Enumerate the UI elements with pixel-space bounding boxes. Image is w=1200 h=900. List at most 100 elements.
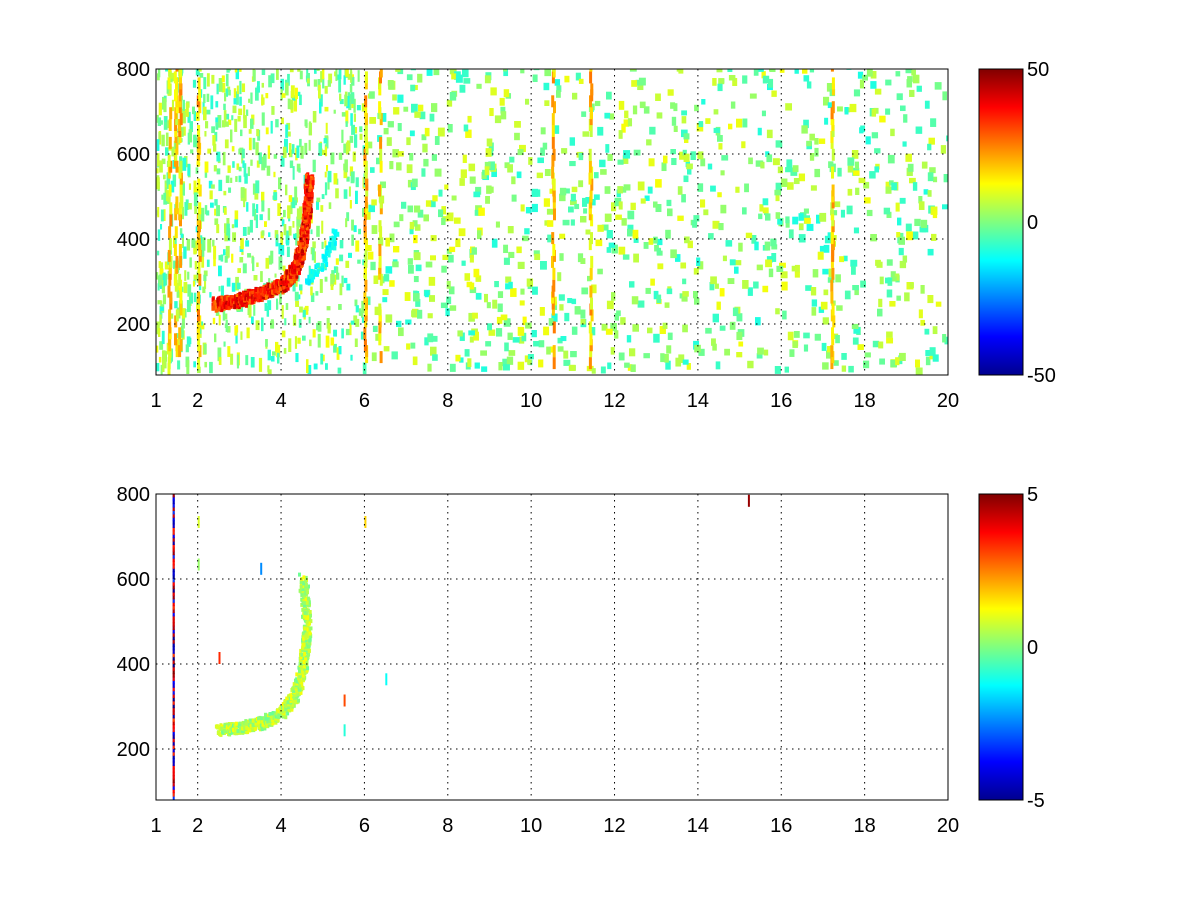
heatmap-cell (385, 314, 393, 323)
heatmap-cell (734, 260, 742, 266)
heatmap-cell (391, 351, 398, 360)
stripe-cell (551, 136, 555, 149)
heatmap-cell (407, 258, 413, 265)
heatmap-cell (316, 225, 320, 237)
heatmap-cell (789, 349, 795, 357)
heatmap-cell (247, 226, 250, 235)
ridge-cell (297, 678, 301, 683)
heatmap-cell (163, 356, 167, 369)
heatmap-cell (580, 258, 586, 264)
heatmap-cell (849, 103, 857, 113)
heatmap-cell (681, 296, 688, 302)
ridge-cell (309, 178, 313, 183)
heatmap-cell (355, 305, 359, 313)
heatmap-cell (601, 323, 608, 331)
heatmap-cell (648, 238, 654, 245)
heatmap-cell (621, 218, 627, 226)
heatmap-cell (886, 337, 894, 344)
heatmap-cell (376, 157, 382, 165)
heatmap-cell (413, 85, 418, 91)
ridge-cell (264, 712, 267, 717)
heatmap-cell (188, 203, 192, 210)
ridge-cell (293, 696, 297, 700)
negative-branch-cell (319, 266, 323, 272)
heatmap-cell (285, 230, 290, 244)
heatmap-cell (841, 353, 847, 360)
heatmap-cell (429, 113, 435, 122)
heatmap-cell (248, 129, 252, 134)
heatmap-cell (905, 153, 912, 162)
heatmap-cell (334, 71, 337, 77)
heatmap-cell (492, 299, 498, 309)
heatmap-cell (528, 157, 533, 165)
heatmap-cell (283, 348, 287, 354)
heatmap-cell (906, 231, 913, 241)
heatmap-cell (183, 246, 187, 259)
ridge-cell (300, 592, 304, 597)
heatmap-cell (616, 310, 621, 317)
stripe-cell (552, 321, 556, 334)
heatmap-cell (292, 277, 296, 292)
heatmap-cell (216, 151, 221, 162)
stripe-cell (590, 255, 594, 268)
negative-branch-cell (320, 266, 324, 272)
heatmap-cell (320, 205, 324, 212)
heatmap-cell (594, 100, 601, 107)
heatmap-cell (879, 115, 886, 123)
stripe-cell (174, 315, 178, 328)
ridge-cell (216, 731, 220, 735)
heatmap-cell (222, 151, 226, 166)
stripe-cell (167, 154, 171, 167)
heatmap-cell (245, 240, 250, 247)
heatmap-cell (236, 163, 240, 170)
heatmap-cell (430, 335, 438, 342)
stripe-cell (168, 69, 172, 72)
heatmap-cell (854, 289, 859, 296)
stripe-cell (831, 77, 835, 90)
heatmap-cell (162, 359, 165, 364)
heatmap-cell (900, 105, 906, 112)
heatmap-cell (288, 143, 292, 157)
stripe-cell (552, 279, 556, 292)
heatmap-cell (503, 244, 509, 254)
heatmap-cell (608, 242, 616, 248)
heatmap-cell (524, 228, 530, 235)
heatmap-cell (225, 113, 230, 120)
stripe-cell (831, 267, 835, 280)
ridge-cell (304, 591, 308, 596)
heatmap-cell (533, 250, 540, 256)
heatmap-cell (623, 119, 630, 127)
heatmap-cell (382, 297, 388, 303)
heatmap-cell (935, 301, 942, 307)
heatmap-cell (256, 129, 260, 137)
heatmap-cell (204, 205, 208, 215)
heatmap-cell (324, 276, 328, 282)
heatmap-cell (313, 251, 316, 263)
heatmap-cell (717, 135, 723, 142)
heatmap-cell (232, 232, 237, 242)
ridge-cell (310, 188, 314, 194)
heatmap-cell (630, 202, 636, 210)
heatmap-cell (667, 89, 674, 96)
stripe-cell (363, 220, 367, 233)
heatmap-cell (313, 363, 318, 370)
heatmap-cell (719, 288, 725, 297)
heatmap-cell (371, 225, 378, 234)
heatmap-cell (556, 90, 561, 98)
heatmap-cell (345, 142, 350, 155)
y-tick-label: 800 (117, 59, 150, 81)
heatmap-cell (923, 189, 929, 195)
heatmap-cell (349, 166, 354, 176)
ridge-cell (301, 607, 305, 612)
heatmap-cell (763, 349, 769, 356)
heatmap-cell (683, 133, 690, 140)
heatmap-cell (663, 155, 668, 164)
heatmap-cell (558, 294, 565, 301)
stripe-cell (364, 71, 368, 84)
heatmap-cell (158, 356, 162, 363)
heatmap-cell (653, 290, 659, 300)
heatmap-cell (705, 327, 712, 334)
heatmap-cell (801, 125, 808, 134)
heatmap-cell (649, 126, 656, 135)
